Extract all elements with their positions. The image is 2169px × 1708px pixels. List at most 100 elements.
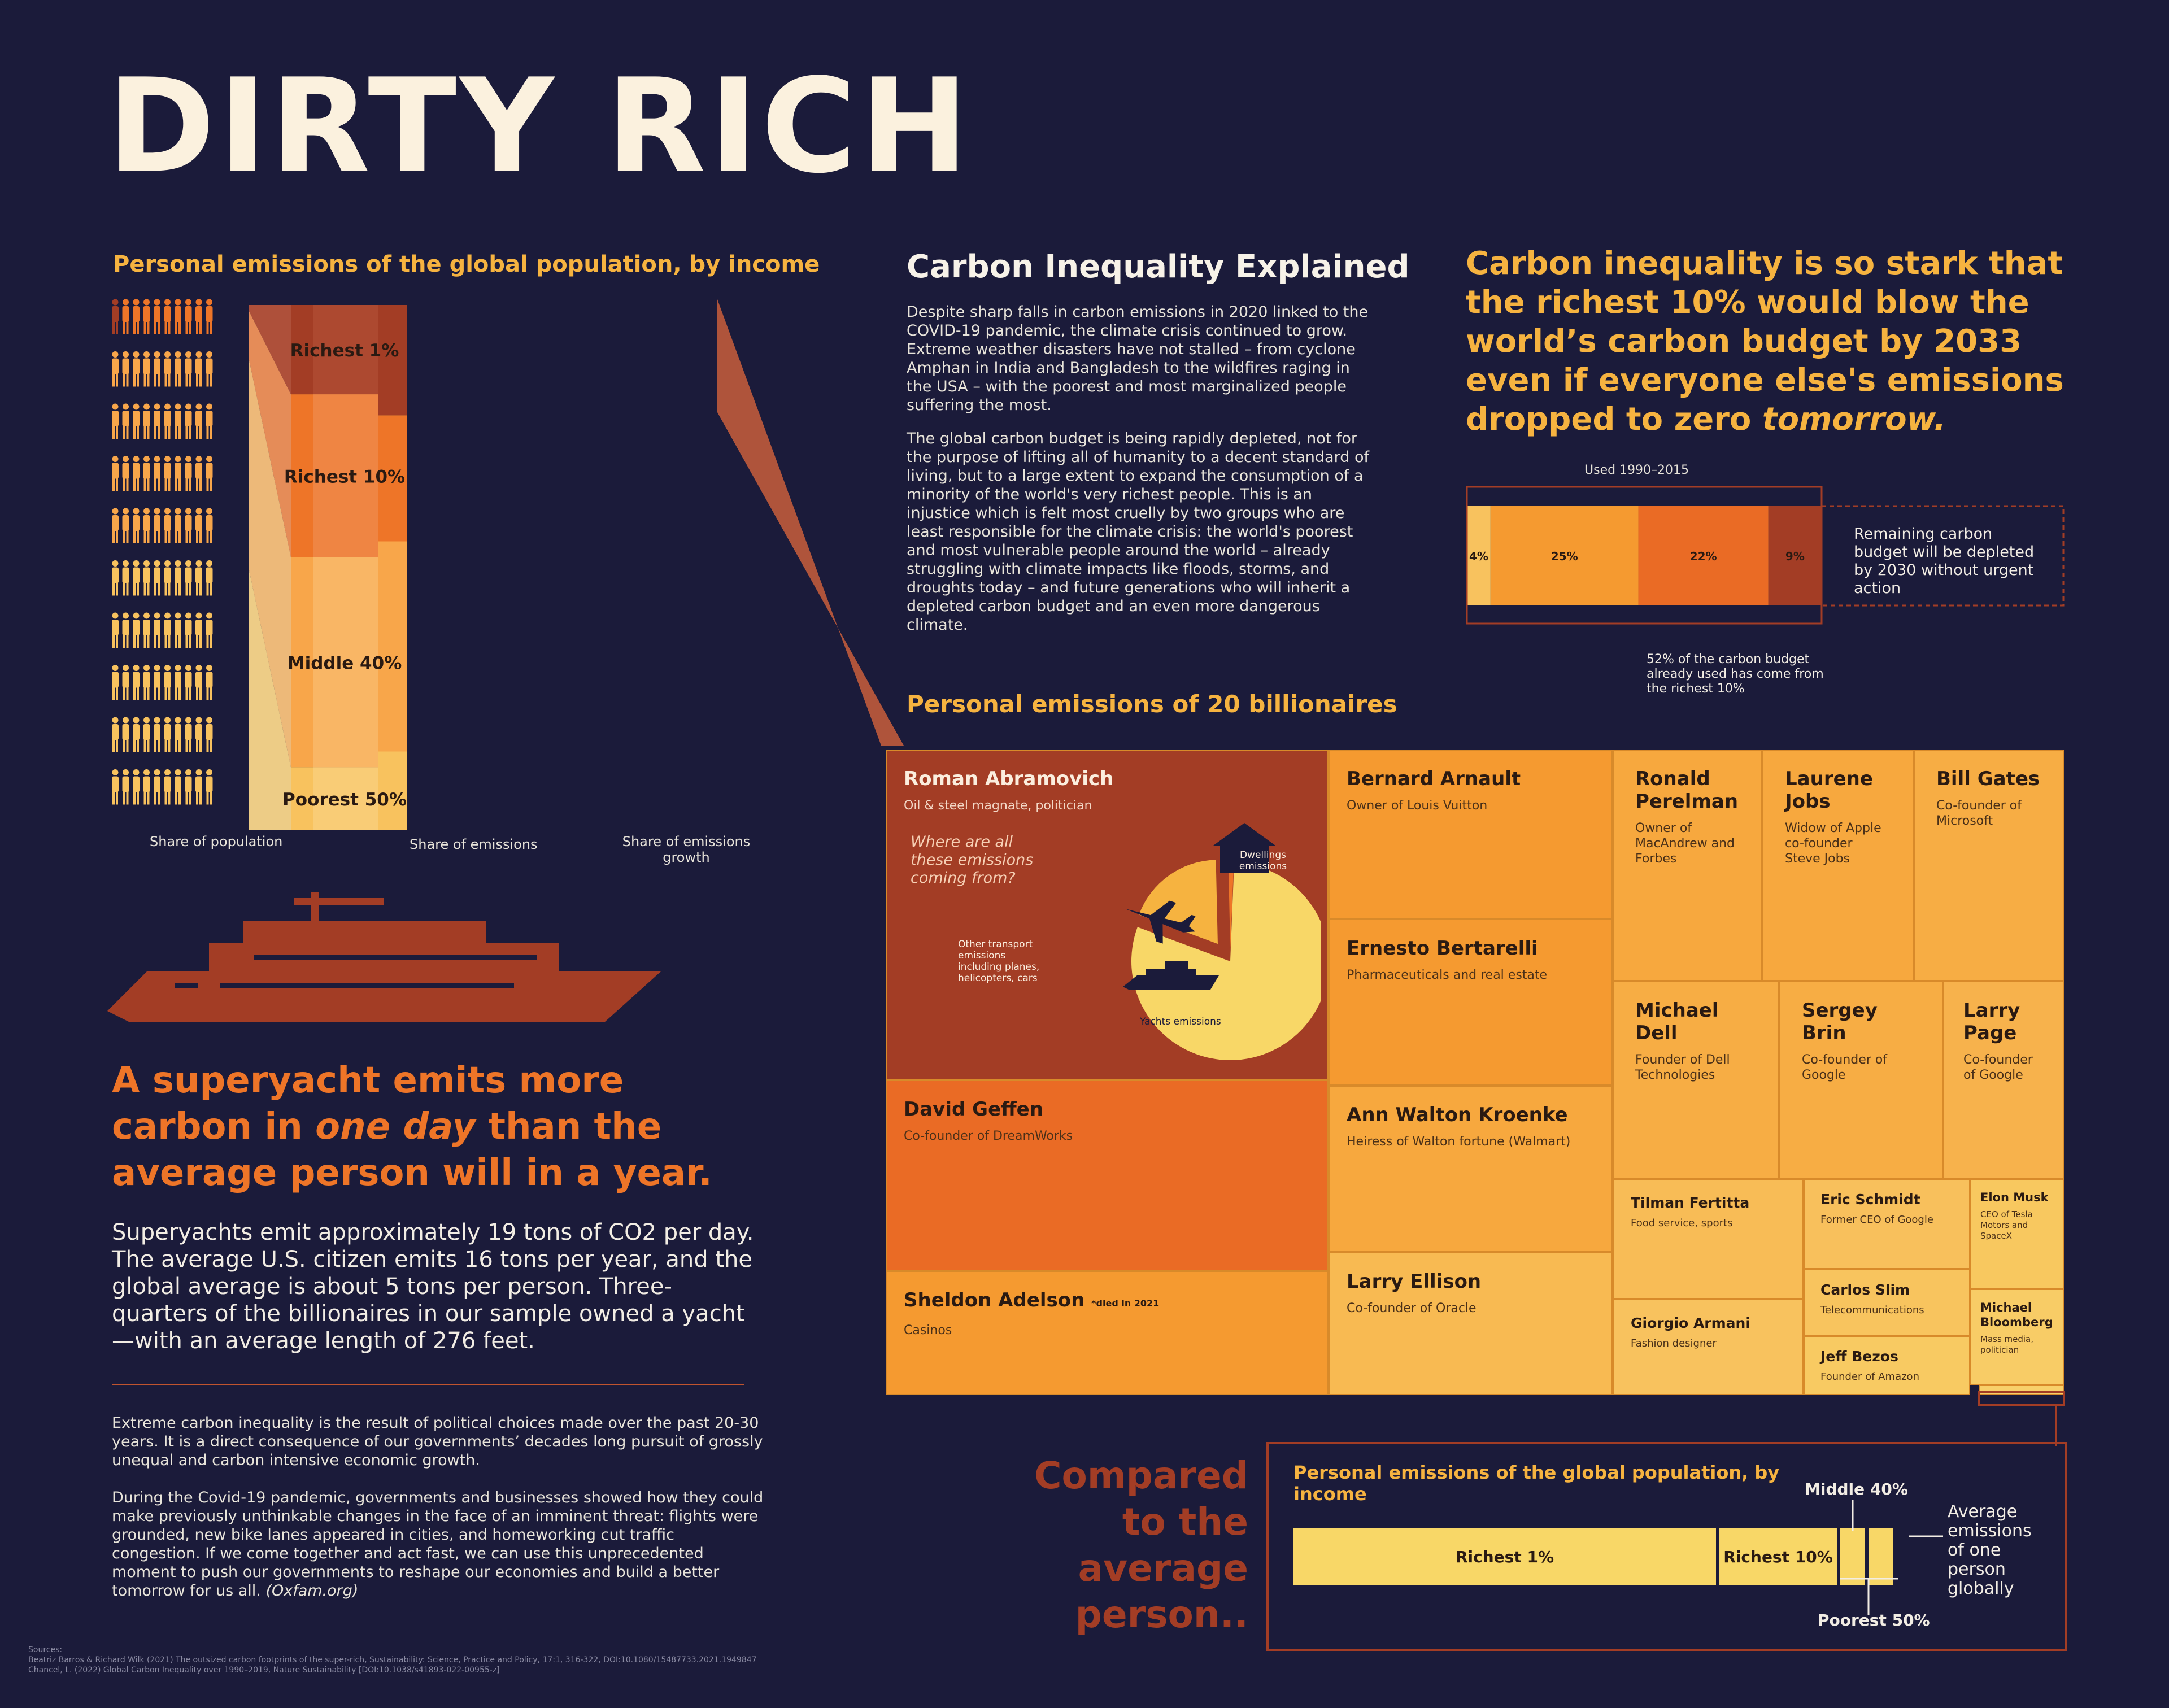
person-icon [175,769,181,805]
cell-desc: CEO of Tesla Motors and SpaceX [1980,1209,2033,1241]
cell-desc: Co-founder of Microsoft [1936,799,2022,828]
person-icon [154,351,160,387]
cell-name: Sergey Brin [1802,999,1878,1044]
treemap-cell-arnault: Bernard Arnault Owner of Louis Vuitton [1329,750,1613,919]
house-icon [1213,823,1275,873]
budget-segment-label: 22% [1690,550,1717,563]
person-icon [185,665,192,700]
income-chart: Richest 1% Richest 10% Middle 40% Poorest 5… [112,299,407,830]
cell-desc: Fashion designer [1631,1337,1717,1349]
person-icon [112,769,119,805]
cell-name: Eric Schmidt [1820,1191,1920,1208]
person-icon [143,403,150,439]
emissions-band-overlay [313,767,378,830]
person-icon [112,665,119,700]
treemap-cell-bezos: Jeff Bezos Founder of Amazon [1804,1336,1970,1395]
person-icon [164,299,171,334]
page-title: DIRTY RICH [107,51,972,202]
cell-desc: Co-founder of DreamWorks [904,1129,1073,1143]
budget-bar: 4% 25% 22% 9% [1466,486,2065,625]
small-yacht-icon [1123,961,1219,990]
person-icon [195,612,202,648]
person-icon [206,769,213,805]
cell-name: Giorgio Armani [1631,1315,1750,1331]
pie-question: Where are all these emissions coming fro… [911,833,1034,887]
person-icon [206,299,213,334]
person-icon [154,456,160,491]
emissions-source-pie [1123,823,1321,1060]
flow-band [249,310,291,557]
cell-name: Ronald Perelman [1635,768,1739,813]
person-icon [175,612,181,648]
label-middle-40: Middle 40% [1805,1480,1908,1498]
person-icon [175,456,181,491]
pie-label-transport: Other transport emissions including plan… [958,939,1040,984]
emissions-band-overlay [313,305,378,395]
cell-desc: Widow of Apple co-founder Steve Jobs [1785,821,1881,866]
treemap-cell-page: Larry Page Co-founder of Google [1943,981,2064,1179]
source-2: Chancel, L. (2022) Global Carbon Inequal… [28,1666,500,1675]
compare-connector [1978,1391,2065,1446]
person-icon [206,560,213,596]
person-icon [195,351,202,387]
person-icon [143,612,150,648]
superyacht-icon [107,892,661,1022]
treemap-cell-jobs: Laurene Jobs Widow of Apple co-founder S… [1762,750,1914,981]
cell-desc: Former CEO of Google [1820,1214,1933,1226]
cell-desc: Mass media, politician [1980,1334,2034,1355]
budget-segment [1467,506,1491,605]
person-icon [185,299,192,334]
person-icon [112,717,119,752]
group-label: Richest 1% [290,341,399,361]
person-icon [164,351,171,387]
cell-desc: Pharmaceuticals and real estate [1347,968,1548,982]
group-label: Poorest 50% [282,790,407,810]
treemap-cell-armani: Giorgio Armani Fashion designer [1613,1299,1804,1395]
treemap-cell-gates: Bill Gates Co-founder of Microsoft [1914,750,2064,981]
group-label: Middle 40% [288,653,402,673]
budget-headline-italic: tomorrow. [1762,401,1946,438]
income-group-labels: Richest 1% Richest 10% Middle 40% Poorest 5… [282,341,407,810]
cell-desc: Telecommunications [1820,1304,1924,1316]
person-icon [164,456,171,491]
treemap-cell-brin: Sergey Brin Co-founder of Google [1779,981,1943,1179]
person-icon [133,612,140,648]
person-icon [112,299,119,334]
person-icon [195,717,202,752]
person-icon [133,456,140,491]
person-icon [133,508,140,543]
person-icon [175,665,181,700]
cell-name: Tilman Fertitta [1631,1195,1750,1211]
billionaires-treemap: Roman Abramovich Oil & steel magnate, po… [886,750,2064,1395]
treemap-cell-slim: Carlos Slim Telecommunications [1804,1269,1970,1336]
yacht-headline: A superyacht emits more carbon in one da… [112,1057,773,1196]
person-icon [154,769,160,805]
person-icon [206,456,213,491]
x-label-population: Share of population [150,834,283,849]
yacht-body: Superyachts emit approximately 19 tons o… [112,1219,754,1354]
emissions-band-overlay [313,394,378,557]
person-icon [133,717,140,752]
yacht-headline-part2: than the average person will in a year. [112,1106,712,1194]
person-icon [195,508,202,543]
pie-slices [1131,851,1321,1060]
treemap-cell-bloomberg: Michael Bloomberg Mass media, politician [1970,1289,2064,1385]
person-icon [133,769,140,805]
person-icon [164,717,171,752]
growth-bar [378,415,407,542]
growth-bar [378,541,407,752]
person-icon [206,665,213,700]
person-icon [143,351,150,387]
person-icon [112,403,119,439]
explained-heading: Carbon Inequality Explained [907,249,1410,285]
pie-label-dwellings: Dwellings emissions [1239,849,1287,872]
person-icon [143,665,150,700]
person-icon [195,560,202,596]
explained-paragraph-2: The global carbon budget is being rapidl… [907,430,1369,634]
person-icon [185,769,192,805]
person-icon [164,508,171,543]
cell-desc: Founder of Dell Technologies [1635,1053,1730,1082]
explained-paragraph-1: Despite sharp falls in carbon emissions … [907,303,1369,414]
cell-name: Sheldon Adelson [904,1289,1085,1312]
budget-segment-label: 4% [1469,550,1488,563]
